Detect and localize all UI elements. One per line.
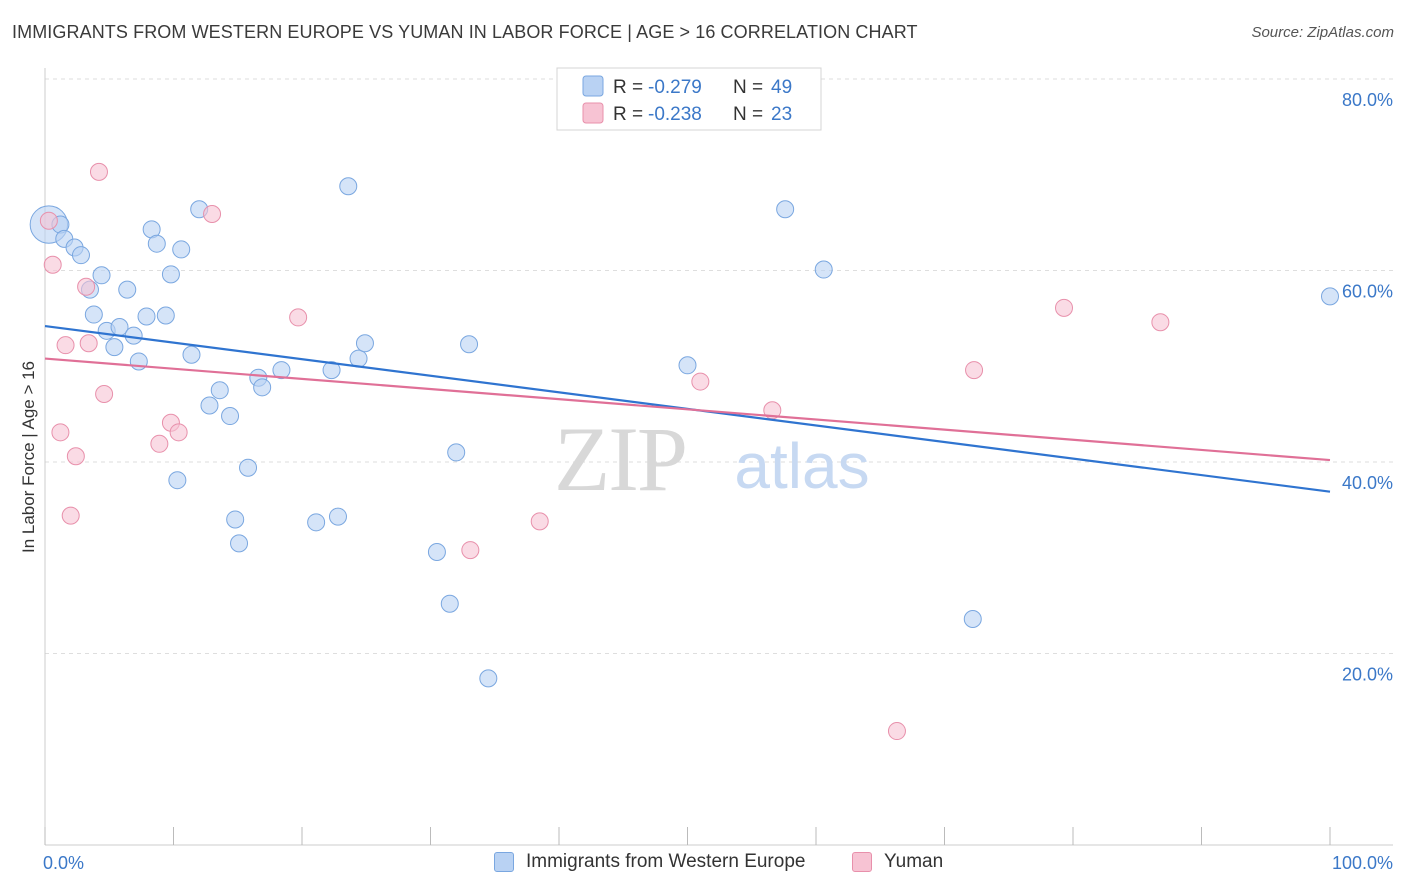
point-western-europe-39 xyxy=(440,594,459,613)
legend-n-value-2: 23 xyxy=(771,104,792,125)
point-western-europe-23 xyxy=(200,396,219,415)
legend-r-label-1: R = xyxy=(613,77,643,98)
point-western-europe-43 xyxy=(678,356,697,375)
point-western-europe-36 xyxy=(349,349,368,368)
point-yuman-10 xyxy=(150,434,169,453)
point-western-europe-46 xyxy=(963,610,982,629)
point-yuman-4 xyxy=(61,506,80,525)
point-yuman-3 xyxy=(56,336,75,355)
legend-item-western-europe: Immigrants from Western Europe xyxy=(494,851,805,873)
legend-item-yuman: Yuman xyxy=(852,851,943,873)
legend-n-value-1: 49 xyxy=(771,77,792,98)
point-yuman-19 xyxy=(887,722,906,741)
point-yuman-5 xyxy=(66,447,85,466)
point-western-europe-30 xyxy=(253,378,272,397)
y-tick-label-20: 20.0% xyxy=(1342,665,1393,685)
point-western-europe-40 xyxy=(447,443,466,462)
point-western-europe-41 xyxy=(460,335,479,354)
point-yuman-12 xyxy=(169,423,188,442)
point-western-europe-18 xyxy=(161,265,180,284)
trend-line-yuman xyxy=(44,357,1331,462)
point-yuman-13 xyxy=(203,205,222,224)
point-western-europe-32 xyxy=(307,513,326,532)
point-western-europe-21 xyxy=(182,345,201,364)
point-yuman-6 xyxy=(77,277,96,296)
point-yuman-8 xyxy=(89,162,108,181)
point-western-europe-24 xyxy=(210,381,229,400)
point-western-europe-7 xyxy=(92,266,111,285)
legend-r-value-2: -0.238 xyxy=(648,104,702,125)
legend-swatch-blue xyxy=(582,75,604,97)
legend-box: R = -0.279 N = 49 R = -0.238 N = 23 xyxy=(556,67,822,131)
point-western-europe-19 xyxy=(168,471,187,490)
point-western-europe-20 xyxy=(172,240,191,259)
point-yuman-0 xyxy=(39,211,58,230)
x-tick-label-max: 100.0% xyxy=(1332,853,1393,873)
point-yuman-9 xyxy=(95,385,114,404)
point-western-europe-9 xyxy=(105,338,124,357)
legend-swatch-western-europe xyxy=(494,852,514,872)
gridlines xyxy=(45,78,1393,654)
point-yuman-15 xyxy=(461,541,480,560)
point-western-europe-28 xyxy=(239,458,258,477)
legend-label-western-europe: Immigrants from Western Europe xyxy=(526,851,806,872)
legend-r-value-1: -0.279 xyxy=(648,77,702,98)
legend-n-label-2: N = xyxy=(733,104,763,125)
point-western-europe-45 xyxy=(814,260,833,279)
axes xyxy=(44,68,1393,846)
legend-swatch-pink xyxy=(582,102,604,124)
point-western-europe-42 xyxy=(479,669,498,688)
legend-n-label-1: N = xyxy=(733,77,763,98)
chart-title: IMMIGRANTS FROM WESTERN EUROPE VS YUMAN … xyxy=(12,22,918,42)
point-yuman-7 xyxy=(79,334,98,353)
point-western-europe-44 xyxy=(776,200,795,219)
point-yuman-17 xyxy=(691,372,710,391)
y-tick-label-80: 80.0% xyxy=(1342,90,1393,110)
point-western-europe-34 xyxy=(328,507,347,526)
point-yuman-21 xyxy=(1055,298,1074,317)
legend-label-yuman: Yuman xyxy=(884,851,944,872)
point-western-europe-25 xyxy=(221,407,240,426)
trend-lines xyxy=(44,324,1331,493)
point-yuman-14 xyxy=(289,308,308,327)
point-western-europe-38 xyxy=(427,543,446,562)
y-tick-label-40: 40.0% xyxy=(1342,473,1393,493)
watermark-atlas: atlas xyxy=(734,430,869,502)
source-credit: Source: ZipAtlas.com xyxy=(1251,24,1394,41)
point-western-europe-4 xyxy=(71,246,90,265)
point-western-europe-26 xyxy=(226,510,245,529)
point-yuman-1 xyxy=(43,255,62,274)
y-tick-label-60: 60.0% xyxy=(1342,282,1393,302)
point-western-europe-27 xyxy=(230,534,249,553)
point-yuman-2 xyxy=(51,423,70,442)
data-points xyxy=(29,162,1339,741)
point-western-europe-35 xyxy=(339,177,358,196)
legend-swatch-yuman xyxy=(852,852,872,872)
point-western-europe-11 xyxy=(118,280,137,299)
x-tick-label-min: 0.0% xyxy=(43,853,84,873)
point-yuman-22 xyxy=(1151,313,1170,332)
point-western-europe-31 xyxy=(272,361,291,380)
point-western-europe-37 xyxy=(355,334,374,353)
y-tick-labels: 20.0% 40.0% 60.0% 80.0% xyxy=(1342,90,1393,685)
bottom-legend: Immigrants from Western Europe Yuman xyxy=(0,851,1406,879)
point-yuman-20 xyxy=(965,361,984,380)
point-western-europe-33 xyxy=(322,361,341,380)
legend-r-label-2: R = xyxy=(613,104,643,125)
point-yuman-16 xyxy=(530,512,549,531)
point-western-europe-47 xyxy=(1321,287,1339,306)
point-western-europe-17 xyxy=(156,306,175,325)
watermark-zip: ZIP xyxy=(554,408,686,510)
point-western-europe-6 xyxy=(84,305,103,324)
point-western-europe-14 xyxy=(137,307,156,326)
point-western-europe-16 xyxy=(147,234,166,253)
y-axis-label: In Labor Force | Age > 16 xyxy=(19,361,38,553)
